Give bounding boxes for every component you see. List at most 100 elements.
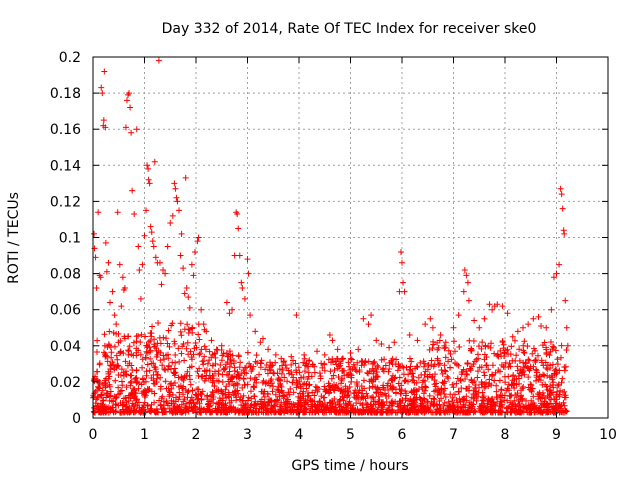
data-point xyxy=(513,352,520,359)
data-point xyxy=(516,380,523,387)
data-point xyxy=(366,384,373,391)
data-point xyxy=(487,344,494,351)
data-point xyxy=(314,384,321,391)
data-point xyxy=(544,409,551,416)
data-point xyxy=(271,398,278,405)
x-tick-label: 10 xyxy=(599,427,617,443)
data-point xyxy=(424,373,431,380)
data-point xyxy=(530,315,537,322)
data-point xyxy=(431,396,438,403)
data-point xyxy=(482,408,489,415)
data-point xyxy=(338,380,345,387)
data-point xyxy=(408,404,415,411)
data-point xyxy=(92,400,99,407)
data-point xyxy=(384,408,391,415)
data-point xyxy=(181,290,188,297)
data-point xyxy=(239,285,246,292)
data-point xyxy=(272,407,279,414)
data-point xyxy=(535,376,542,383)
data-point xyxy=(291,402,298,409)
data-point xyxy=(276,376,283,383)
data-point xyxy=(106,299,113,306)
data-point xyxy=(93,405,100,412)
data-point xyxy=(174,407,181,414)
data-point xyxy=(252,408,259,415)
data-point xyxy=(99,387,106,394)
data-point xyxy=(176,358,183,365)
data-point xyxy=(359,402,366,409)
data-point xyxy=(151,336,158,343)
data-point xyxy=(111,312,118,319)
data-point xyxy=(334,384,341,391)
data-point xyxy=(336,407,343,414)
data-point xyxy=(316,406,323,413)
data-point xyxy=(528,388,535,395)
data-point xyxy=(450,384,457,391)
data-point xyxy=(96,361,103,368)
data-point xyxy=(328,359,335,366)
data-point xyxy=(186,399,193,406)
data-point xyxy=(393,356,400,363)
data-point xyxy=(186,326,193,333)
data-point xyxy=(228,374,235,381)
data-point xyxy=(374,362,381,369)
data-point xyxy=(553,370,560,377)
data-point xyxy=(550,344,557,351)
data-point xyxy=(280,359,287,366)
x-tick-label: 0 xyxy=(89,427,98,443)
data-point xyxy=(430,363,437,370)
data-point xyxy=(160,334,167,341)
data-point xyxy=(269,383,276,390)
data-point xyxy=(360,315,367,322)
data-point xyxy=(235,352,242,359)
data-point xyxy=(530,393,537,400)
data-point xyxy=(123,97,130,104)
data-point xyxy=(303,385,310,392)
data-point xyxy=(134,402,141,409)
x-tick-label: 3 xyxy=(243,427,252,443)
data-point xyxy=(253,352,260,359)
data-point xyxy=(555,405,562,412)
data-point xyxy=(400,279,407,286)
data-point xyxy=(190,272,197,279)
data-point xyxy=(241,295,248,302)
data-point xyxy=(402,377,409,384)
data-point xyxy=(330,372,337,379)
data-point xyxy=(146,180,153,187)
dense-noise-points xyxy=(90,320,570,416)
data-point xyxy=(520,359,527,366)
data-point xyxy=(378,340,385,347)
data-point xyxy=(244,381,251,388)
data-point xyxy=(465,297,472,304)
data-point xyxy=(449,398,456,405)
data-point xyxy=(440,387,447,394)
data-point xyxy=(127,104,134,111)
y-axis-ticks: 0 0.02 0.04 0.06 0.08 0.1 0.12 0.14 0.16 0.18 0.2 xyxy=(50,50,608,427)
data-point xyxy=(554,388,561,395)
data-point xyxy=(535,313,542,320)
data-point xyxy=(247,312,254,319)
data-point xyxy=(347,350,354,357)
data-point xyxy=(417,359,424,366)
data-point xyxy=(101,331,108,338)
data-point xyxy=(474,374,481,381)
data-point xyxy=(414,337,421,344)
x-tick-label: 4 xyxy=(295,427,304,443)
data-point xyxy=(461,266,468,273)
data-point xyxy=(94,394,101,401)
data-point xyxy=(331,405,338,412)
data-point xyxy=(161,365,168,372)
data-point xyxy=(164,243,171,250)
data-point xyxy=(287,385,294,392)
data-point xyxy=(455,403,462,410)
data-point xyxy=(226,310,233,317)
data-point xyxy=(396,403,403,410)
data-point xyxy=(304,392,311,399)
data-point xyxy=(544,372,551,379)
data-point xyxy=(180,408,187,415)
data-point xyxy=(490,401,497,408)
data-point xyxy=(375,364,382,371)
data-point xyxy=(552,366,559,373)
data-point xyxy=(152,409,159,416)
data-point xyxy=(450,324,457,331)
